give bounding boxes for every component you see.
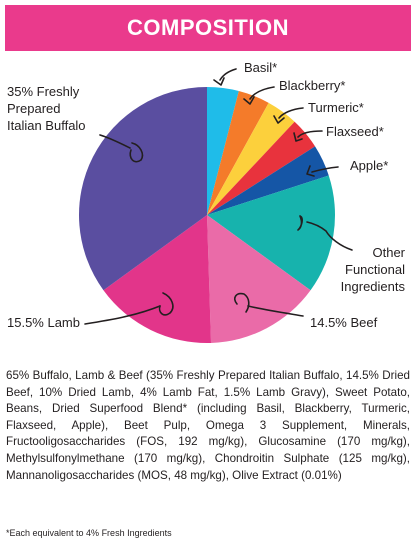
leader-basil <box>213 68 237 86</box>
label-beef: 14.5% Beef <box>310 315 378 330</box>
composition-header: COMPOSITION <box>5 5 411 51</box>
pie-slice-other <box>207 175 336 291</box>
composition-pie-chart: Basil*Blackberry* Turmeric* Flaxseed* Apple… <box>7 60 406 344</box>
label-apple: Apple* <box>350 158 388 173</box>
pie-slice-apple <box>207 146 329 215</box>
leader-flaxseed <box>293 130 323 142</box>
pie-slice-beef <box>207 215 311 343</box>
label-flaxseed: Flaxseed* <box>326 124 384 139</box>
label-other: Other Functional Ingredients <box>341 245 406 294</box>
pie-slice-basil <box>207 86 239 215</box>
label-basil: Basil* <box>244 60 277 75</box>
leader-other <box>297 215 353 251</box>
ingredients-list: 65% Buffalo, Lamb & Beef (35% Freshly Pr… <box>6 369 410 482</box>
pie-slice-buffalo <box>79 87 207 291</box>
footnote: *Each equivalent to 4% Fresh Ingredients <box>6 528 172 538</box>
leader-apple <box>306 165 339 177</box>
pie-slice-blackberry <box>207 91 269 215</box>
leader-blackberry <box>243 86 275 105</box>
label-blackberry: Blackberry* <box>279 78 345 93</box>
leader-buffalo <box>99 134 144 163</box>
label-buffalo: 35% Freshly Prepared Italian Buffalo <box>7 84 86 133</box>
pie-slice-lamb <box>103 215 212 344</box>
leader-beef <box>234 292 304 317</box>
label-turmeric: Turmeric* <box>308 100 364 115</box>
page-title: COMPOSITION <box>127 15 289 40</box>
label-lamb: 15.5% Lamb <box>7 315 80 330</box>
leader-lamb <box>84 292 174 325</box>
pie-slice-flaxseed <box>207 121 316 215</box>
pie-slice-turmeric <box>207 102 295 215</box>
leader-turmeric <box>273 107 304 124</box>
